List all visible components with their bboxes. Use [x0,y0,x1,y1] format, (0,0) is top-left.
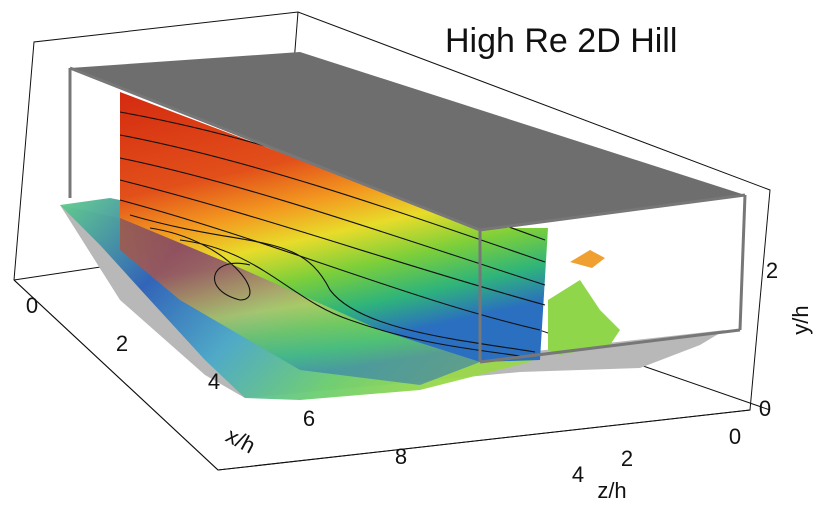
x-tick-label: 6 [303,406,315,431]
x-tick-label: 4 [208,369,220,394]
visualization: High Re 2D Hill 0 2 4 6 8 x/h 0 2 y/h 0 2 4 z/h [0,0,816,506]
x-tick-label: 2 [116,331,128,356]
flow-blob [570,250,605,268]
z-axis-label: z/h [597,478,626,503]
x-tick-label: 8 [395,444,407,469]
title: High Re 2D Hill [445,22,677,60]
x-axis-label: x/h [222,423,260,459]
z-tick-label: 4 [572,462,584,487]
z-tick-label: 0 [729,424,741,449]
flow-structures-right [548,280,620,355]
y-tick-label: 2 [766,258,778,283]
x-tick-label: 0 [26,293,38,318]
y-axis-label: y/h [788,305,813,334]
y-tick-label: 0 [759,396,771,421]
z-tick-label: 2 [621,446,633,471]
